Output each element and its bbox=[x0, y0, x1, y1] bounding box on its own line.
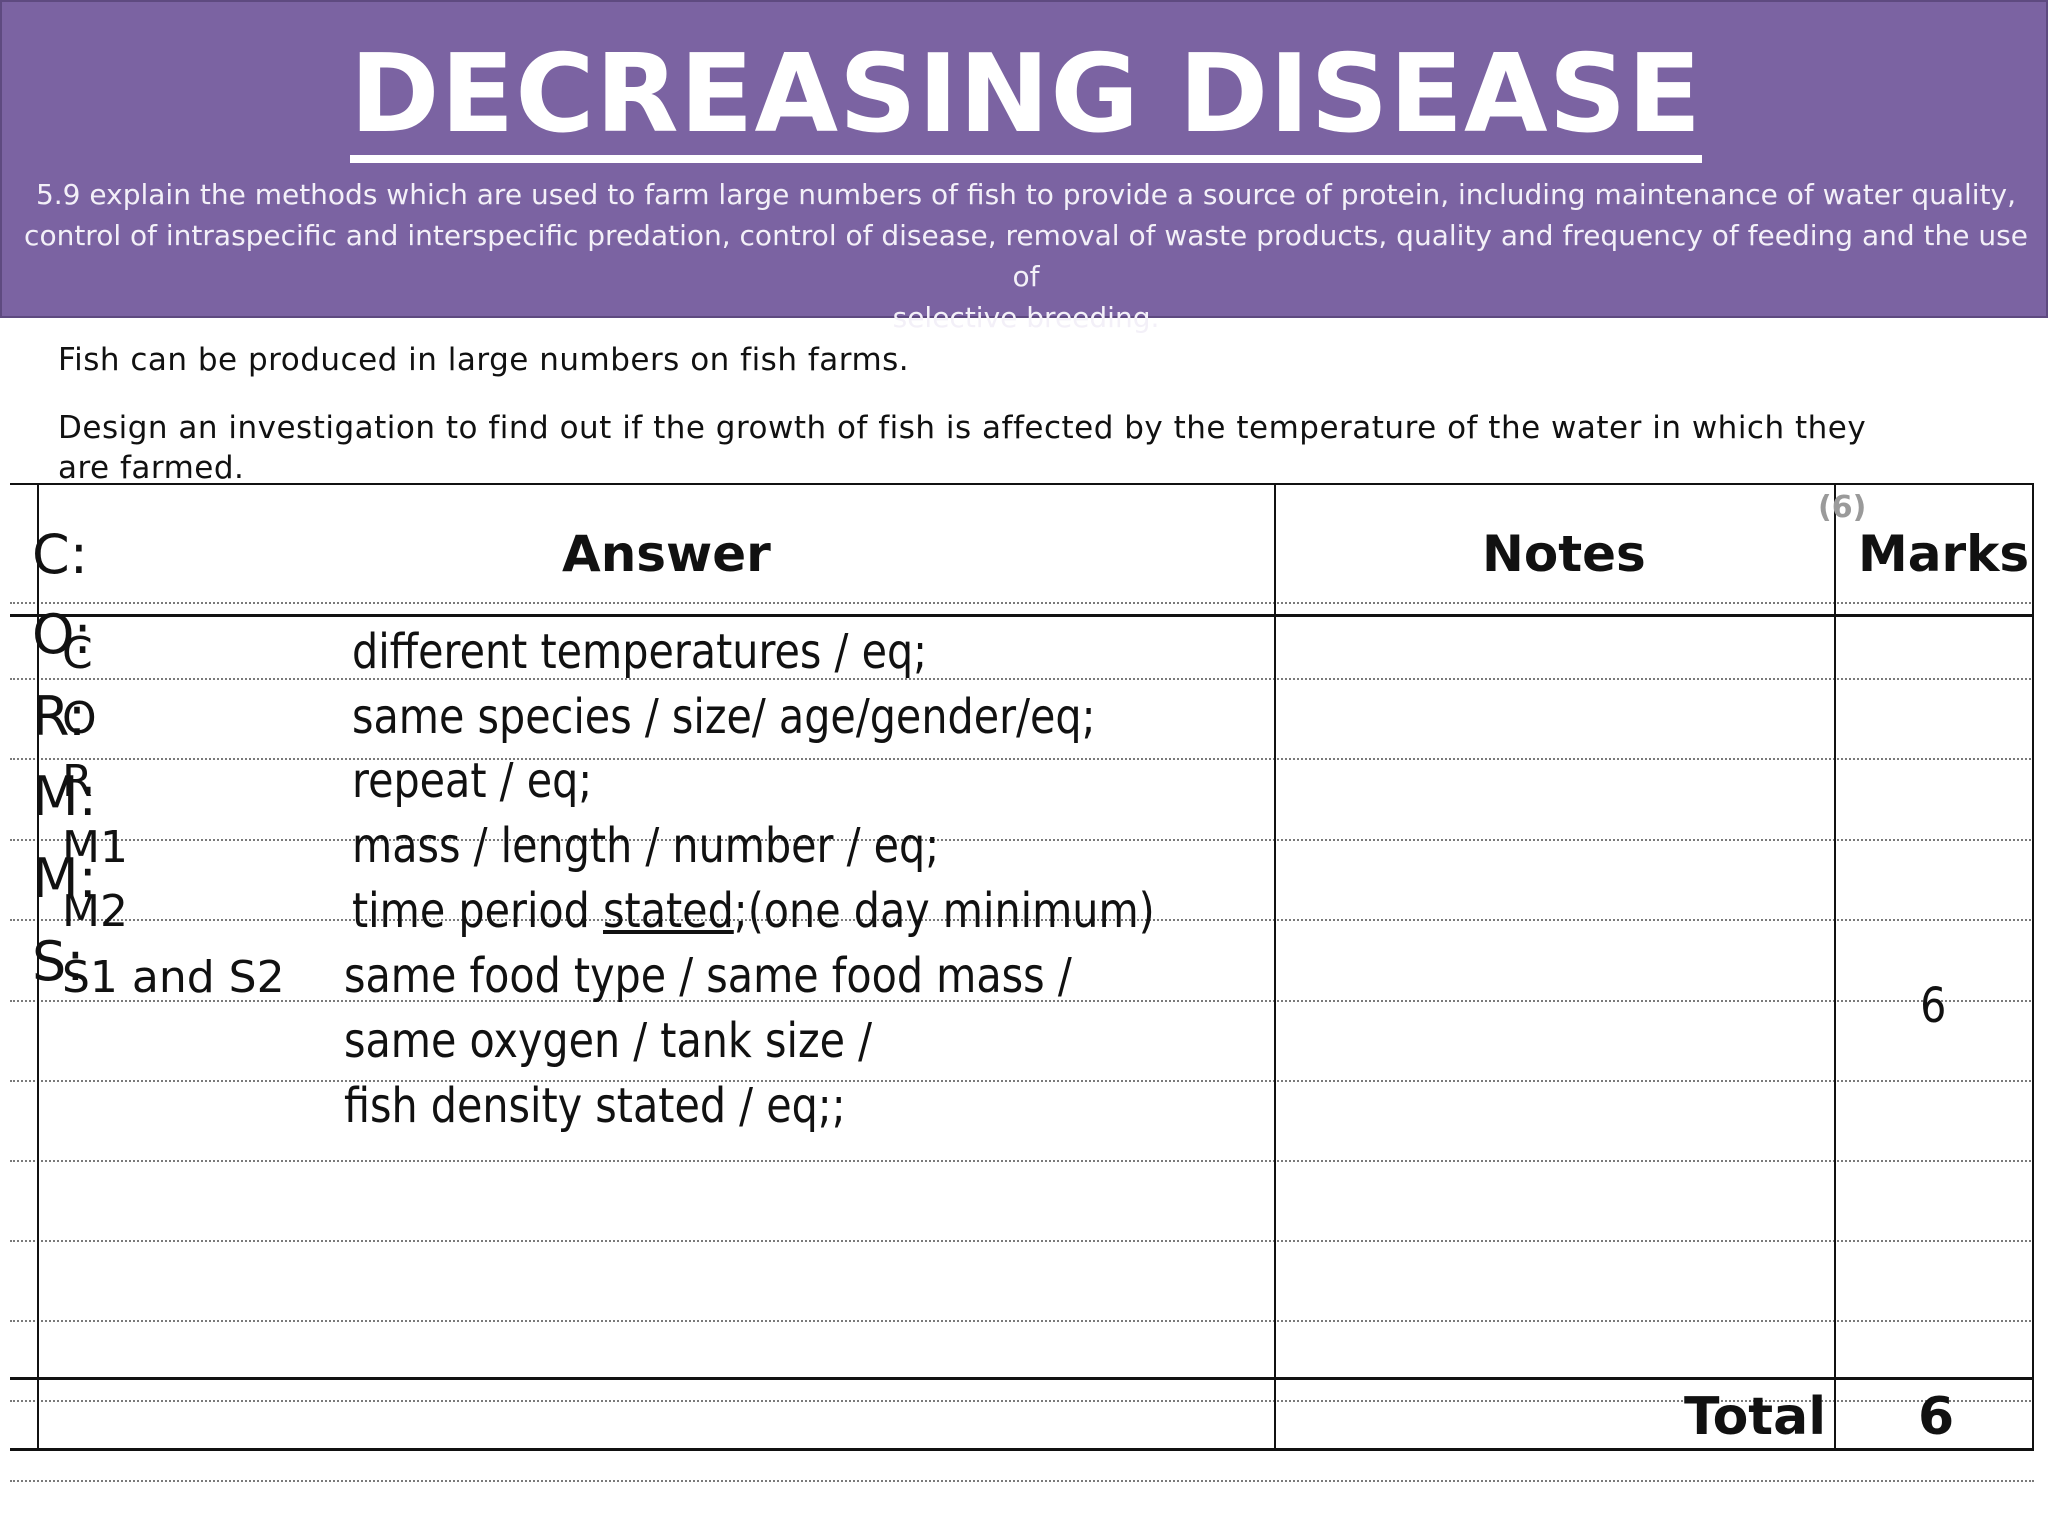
criteria-letter: C: bbox=[32, 523, 88, 586]
answer-text: ;(one day minimum) bbox=[733, 883, 1155, 939]
answer-text: time period bbox=[352, 883, 604, 939]
criteria-code: M2 bbox=[62, 886, 128, 937]
dotted-line bbox=[10, 1240, 2034, 1242]
notes-column-header: Notes bbox=[1482, 525, 1646, 583]
specification-text: 5.9 explain the methods which are used t… bbox=[16, 174, 2036, 338]
criteria-letter: S: bbox=[32, 930, 85, 993]
answer-line: fish density stated / eq;; bbox=[344, 1078, 846, 1134]
question-intro: Fish can be produced in large numbers on… bbox=[58, 342, 910, 378]
answer-line: different temperatures / eq; bbox=[352, 624, 928, 680]
answer-line: time period stated;(one day minimum) bbox=[352, 887, 1155, 935]
table-total-border bbox=[10, 1377, 2034, 1380]
header-banner: DECREASING DISEASE 5.9 explain the metho… bbox=[0, 0, 2048, 334]
dotted-line bbox=[10, 1000, 2034, 1002]
dotted-line bbox=[10, 1160, 2034, 1162]
table-top-border bbox=[10, 483, 2034, 485]
dotted-line bbox=[10, 1480, 2034, 1482]
column-divider bbox=[1274, 483, 1276, 1450]
dotted-line bbox=[10, 1080, 2034, 1082]
question-task: Design an investigation to find out if t… bbox=[58, 410, 1867, 486]
criteria-code: R bbox=[62, 756, 93, 807]
page-title: DECREASING DISEASE bbox=[2, 32, 2048, 163]
dotted-line bbox=[10, 602, 2034, 604]
answer-line: mass / length / number / eq; bbox=[352, 818, 940, 874]
dotted-line bbox=[10, 839, 2034, 841]
criteria-letter: M: bbox=[32, 847, 97, 910]
table-bottom-border bbox=[10, 1448, 2034, 1451]
answer-line: repeat / eq; bbox=[352, 753, 593, 809]
spec-line: selective breeding. bbox=[892, 301, 1160, 334]
row-mark: 6 bbox=[1920, 978, 1947, 1034]
criteria-code: S1 and S2 bbox=[62, 952, 285, 1003]
criteria-code: M1 bbox=[62, 822, 128, 873]
total-label: Total bbox=[1684, 1387, 1827, 1447]
marks-column-header: Marks bbox=[1858, 525, 2030, 583]
answer-line: same species / size/ age/gender/eq; bbox=[352, 689, 1096, 745]
criteria-code: C bbox=[62, 628, 93, 679]
dotted-line bbox=[10, 758, 2034, 760]
criteria-letter: R: bbox=[32, 685, 87, 748]
answer-line: same food type / same food mass / bbox=[344, 948, 1072, 1004]
spec-line: 5.9 explain the methods which are used t… bbox=[35, 178, 2017, 211]
dotted-line bbox=[10, 1320, 2034, 1322]
column-divider bbox=[1834, 483, 1836, 1450]
table-right-border bbox=[2032, 483, 2034, 1450]
total-value: 6 bbox=[1918, 1387, 1955, 1447]
question-marks: (6) bbox=[1818, 490, 1867, 525]
criteria-code: O bbox=[62, 693, 97, 744]
table-header-border bbox=[10, 614, 2034, 617]
criteria-letter: O: bbox=[32, 603, 92, 666]
answer-underlined-text: stated bbox=[603, 883, 734, 939]
dotted-line bbox=[10, 1400, 2034, 1402]
answer-column-header: Answer bbox=[562, 525, 771, 583]
spec-line: control of intraspecific and interspecif… bbox=[24, 219, 2028, 293]
criteria-letter: M: bbox=[32, 765, 97, 828]
dotted-line bbox=[10, 678, 2034, 680]
answer-line: same oxygen / tank size / bbox=[344, 1013, 873, 1069]
table-left-border bbox=[37, 483, 39, 1450]
dotted-line bbox=[10, 919, 2034, 921]
